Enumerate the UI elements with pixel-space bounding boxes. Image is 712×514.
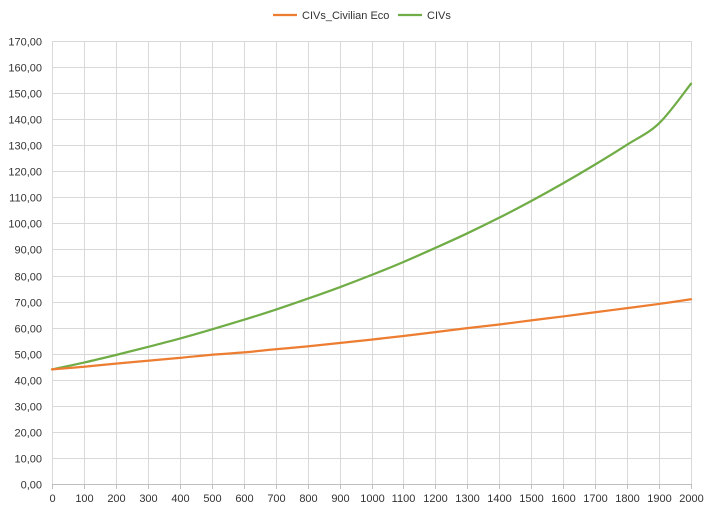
y-tick-label: 30,00	[14, 402, 42, 414]
y-tick-label: 140,00	[8, 115, 42, 127]
x-tick-label: 1500	[519, 493, 543, 505]
y-tick-label: 90,00	[14, 245, 42, 257]
x-tick-label: 900	[331, 493, 349, 505]
y-tick-label: 160,00	[8, 63, 42, 75]
y-tick-label: 60,00	[14, 324, 42, 336]
axes: 0,00 10,00 20,00 30,00 40,00 50,00 60,00 70,00 8…	[8, 37, 703, 506]
x-tick-label: 200	[107, 493, 125, 505]
legend-label-1: CIVs	[427, 10, 451, 22]
y-tick-label: 20,00	[14, 428, 42, 440]
x-tick-label: 100	[75, 493, 93, 505]
x-tick-label: 600	[235, 493, 253, 505]
series-line-0	[50, 298, 693, 371]
x-tick-label: 1900	[647, 493, 671, 505]
y-tick-label: 0,00	[21, 480, 42, 492]
x-tick-label: 1000	[360, 493, 384, 505]
x-tick-label: 1700	[583, 493, 607, 505]
x-tick-label: 1300	[455, 493, 479, 505]
y-tick-label: 130,00	[8, 141, 42, 153]
x-tick-label: 500	[203, 493, 221, 505]
y-tick-label: 120,00	[8, 167, 42, 179]
x-tick-label: 300	[139, 493, 157, 505]
x-tick-label: 800	[299, 493, 317, 505]
y-tick-label: 150,00	[8, 89, 42, 101]
y-tick-label: 170,00	[8, 37, 42, 49]
y-tick-label: 70,00	[14, 298, 42, 310]
x-tick-label: 400	[171, 493, 189, 505]
x-tick-label: 1100	[392, 493, 416, 505]
x-tick-label: 1400	[487, 493, 511, 505]
x-tick-label: 2000	[679, 493, 703, 505]
series-lines	[50, 82, 693, 371]
series-line-1	[50, 82, 693, 371]
y-tick-label: 50,00	[14, 350, 42, 362]
x-tick-label: 1600	[551, 493, 575, 505]
y-tick-label: 40,00	[14, 376, 42, 388]
y-tick-label: 10,00	[14, 454, 42, 466]
x-tick-label: 0	[49, 493, 55, 505]
legend: CIVs_Civilian Eco CIVs	[273, 10, 451, 22]
y-tick-label: 80,00	[14, 272, 42, 284]
x-tick-label: 1200	[423, 493, 447, 505]
grid-lines	[52, 41, 692, 485]
legend-label-0: CIVs_Civilian Eco	[302, 10, 389, 22]
y-tick-label: 100,00	[8, 219, 42, 231]
x-tick-label: 700	[267, 493, 285, 505]
y-tick-label: 110,00	[9, 193, 42, 205]
x-tick-label: 1800	[615, 493, 639, 505]
